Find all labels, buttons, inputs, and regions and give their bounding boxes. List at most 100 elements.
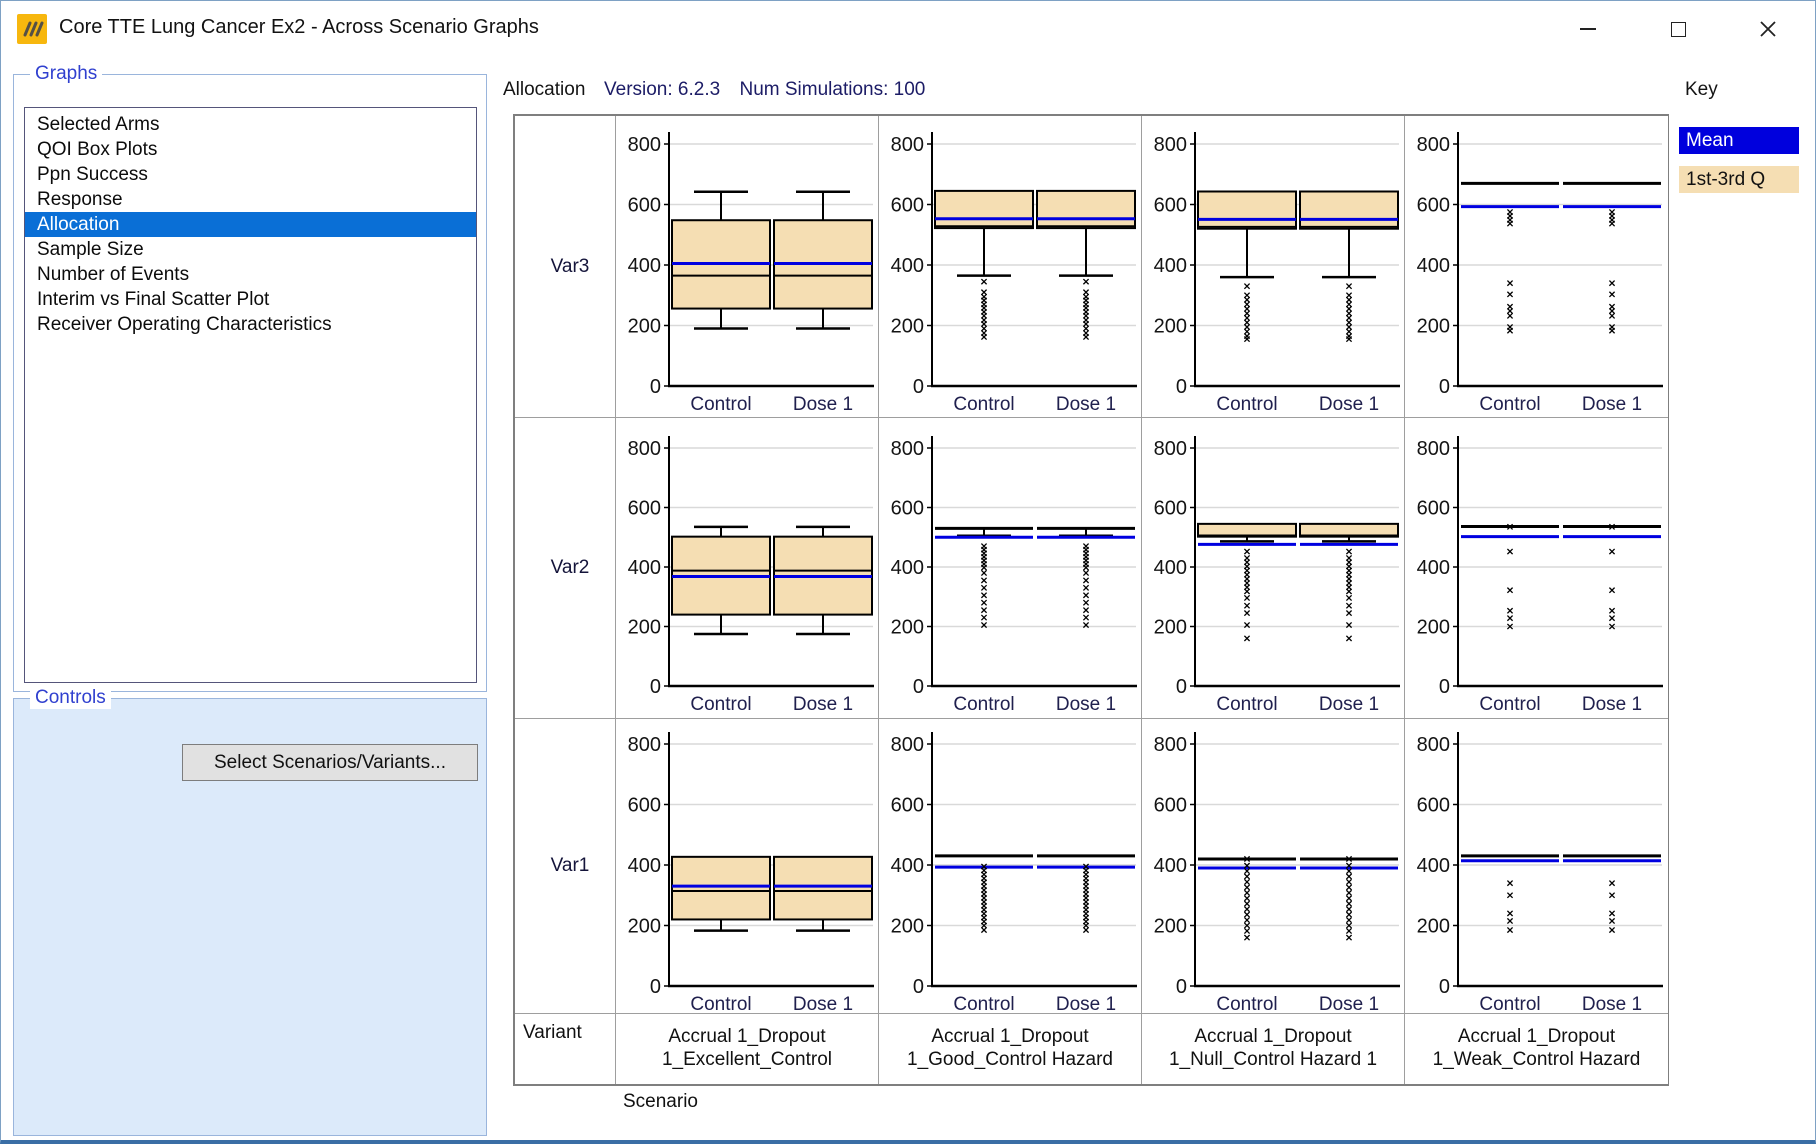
- svg-text:Control: Control: [1479, 694, 1540, 715]
- svg-text:400: 400: [628, 255, 661, 277]
- close-button[interactable]: [1723, 1, 1813, 57]
- svg-text:200: 200: [628, 617, 661, 639]
- version-info: Version: 6.2.3 Num Simulations: 100: [604, 79, 925, 101]
- svg-text:600: 600: [1417, 498, 1450, 520]
- svg-text:800: 800: [628, 438, 661, 460]
- graph-list-item-ppn-success[interactable]: Ppn Success: [37, 164, 148, 185]
- svg-text:0: 0: [1439, 676, 1450, 698]
- controls-groupbox: Controls Select Scenarios/Variants...: [13, 687, 487, 1136]
- key-quartile-swatch: 1st-3rd Q: [1679, 166, 1799, 193]
- window-controls: [1543, 1, 1813, 57]
- boxplot-chart: 0 200 400 600 800 Control Dose 1: [1417, 132, 1663, 415]
- svg-text:0: 0: [1176, 676, 1187, 698]
- svg-text:400: 400: [891, 557, 924, 579]
- svg-text:800: 800: [628, 134, 661, 156]
- plot-grid: Var3 0 200 400 600 800 Control Dose 1 0 200 400 600…: [513, 114, 1669, 1086]
- scenario-axis-label: Scenario: [623, 1091, 698, 1112]
- svg-text:600: 600: [1417, 195, 1450, 217]
- boxplot-chart: 0 200 400 600 800 Control Dose 1: [1417, 436, 1663, 715]
- svg-text:600: 600: [628, 795, 661, 817]
- graphs-groupbox: Graphs Selected Arms QOI Box Plots Ppn Suc…: [13, 63, 487, 692]
- svg-text:400: 400: [1417, 557, 1450, 579]
- minimize-button[interactable]: [1543, 1, 1633, 57]
- graph-list-item-allocation[interactable]: Allocation: [25, 212, 476, 237]
- plot-cell-var2-col4: 0 200 400 600 800 Control Dose 1: [1405, 418, 1668, 719]
- svg-text:Dose 1: Dose 1: [1582, 394, 1642, 415]
- svg-text:600: 600: [1154, 195, 1187, 217]
- svg-text:0: 0: [650, 376, 661, 398]
- window-title: Core TTE Lung Cancer Ex2 - Across Scenar…: [59, 16, 539, 38]
- svg-text:400: 400: [1154, 855, 1187, 877]
- svg-text:800: 800: [1417, 438, 1450, 460]
- num-simulations-label: Num Simulations: 100: [739, 79, 926, 100]
- svg-text:600: 600: [1417, 795, 1450, 817]
- plot-cell-var2-col2: 0 200 400 600 800 Control Dose 1: [879, 418, 1142, 719]
- row-label-var3: Var3: [515, 116, 616, 418]
- svg-text:800: 800: [891, 734, 924, 756]
- graph-list-item-selected-arms[interactable]: Selected Arms: [37, 114, 160, 135]
- select-scenarios-button[interactable]: Select Scenarios/Variants...: [182, 744, 478, 781]
- svg-text:0: 0: [913, 976, 924, 998]
- variant-label-col3: Accrual 1_Dropout 1_Null_Control Hazard …: [1142, 1014, 1405, 1084]
- svg-text:Control: Control: [1479, 394, 1540, 415]
- svg-text:Dose 1: Dose 1: [1582, 994, 1642, 1012]
- svg-text:400: 400: [1417, 855, 1450, 877]
- maximize-button[interactable]: [1633, 1, 1723, 57]
- svg-text:200: 200: [1154, 916, 1187, 938]
- title-bar[interactable]: Core TTE Lung Cancer Ex2 - Across Scenar…: [1, 1, 1815, 57]
- boxplot-chart: 0 200 400 600 800 Control Dose 1: [628, 132, 874, 415]
- svg-text:Control: Control: [690, 994, 751, 1012]
- graphs-groupbox-label: Graphs: [30, 63, 103, 85]
- maximize-icon: [1670, 21, 1686, 37]
- svg-text:400: 400: [628, 557, 661, 579]
- graph-list-item-interim-vs-final-scatter-plot[interactable]: Interim vs Final Scatter Plot: [37, 289, 270, 310]
- plot-cell-var1-col1: 0 200 400 600 800 Control Dose 1: [616, 719, 879, 1015]
- plot-cell-var3-col4: 0 200 400 600 800 Control Dose 1: [1405, 116, 1668, 418]
- svg-text:Dose 1: Dose 1: [1056, 994, 1116, 1012]
- svg-text:600: 600: [1154, 498, 1187, 520]
- svg-text:200: 200: [891, 316, 924, 338]
- plot-cell-var1-col4: 0 200 400 600 800 Control Dose 1: [1405, 719, 1668, 1015]
- svg-text:Dose 1: Dose 1: [1056, 394, 1116, 415]
- svg-text:Control: Control: [1216, 394, 1277, 415]
- svg-text:0: 0: [1176, 376, 1187, 398]
- plot-cell-var3-col1: 0 200 400 600 800 Control Dose 1: [616, 116, 879, 418]
- graph-list-item-receiver-operating-characteristics[interactable]: Receiver Operating Characteristics: [37, 314, 332, 335]
- graphs-list[interactable]: Selected Arms QOI Box Plots Ppn Success Res…: [24, 107, 477, 683]
- variant-label-col4: Accrual 1_Dropout 1_Weak_Control Hazard: [1405, 1014, 1668, 1084]
- graph-title: Allocation: [503, 79, 586, 100]
- svg-text:600: 600: [891, 498, 924, 520]
- svg-text:400: 400: [628, 855, 661, 877]
- graph-list-item-qoi-box-plots[interactable]: QOI Box Plots: [37, 139, 158, 160]
- svg-text:400: 400: [891, 255, 924, 277]
- svg-text:Dose 1: Dose 1: [1319, 394, 1379, 415]
- boxplot-chart: 0 200 400 600 800 Control Dose 1: [628, 732, 874, 1015]
- svg-text:Dose 1: Dose 1: [793, 994, 853, 1012]
- svg-text:Control: Control: [1216, 694, 1277, 715]
- svg-text:Control: Control: [953, 394, 1014, 415]
- svg-text:200: 200: [891, 617, 924, 639]
- controls-groupbox-label: Controls: [30, 687, 111, 709]
- svg-text:800: 800: [1417, 134, 1450, 156]
- svg-text:200: 200: [628, 316, 661, 338]
- svg-text:200: 200: [891, 916, 924, 938]
- graph-list-item-number-of-events[interactable]: Number of Events: [37, 264, 190, 285]
- svg-text:0: 0: [1439, 976, 1450, 998]
- boxplot-chart: 0 200 400 600 800 Control Dose 1: [891, 132, 1137, 415]
- svg-text:400: 400: [1154, 557, 1187, 579]
- svg-text:800: 800: [1154, 438, 1187, 460]
- graph-list-item-response[interactable]: Response: [37, 189, 123, 210]
- svg-text:800: 800: [891, 438, 924, 460]
- graph-list-item-sample-size[interactable]: Sample Size: [37, 239, 144, 260]
- svg-text:200: 200: [1154, 316, 1187, 338]
- plot-cell-var2-col3: 0 200 400 600 800 Control Dose 1: [1142, 418, 1405, 719]
- version-label: Version: 6.2.3: [604, 79, 721, 100]
- boxplot-chart: 0 200 400 600 800 Control Dose 1: [891, 436, 1137, 715]
- svg-text:Dose 1: Dose 1: [793, 394, 853, 415]
- svg-text:Dose 1: Dose 1: [1582, 694, 1642, 715]
- close-icon: [1760, 21, 1776, 37]
- variant-row-header: Variant: [515, 1014, 616, 1084]
- boxplot-chart: 0 200 400 600 800 Control Dose 1: [1154, 732, 1400, 1015]
- boxplot-chart: 0 200 400 600 800 Control Dose 1: [1417, 732, 1663, 1015]
